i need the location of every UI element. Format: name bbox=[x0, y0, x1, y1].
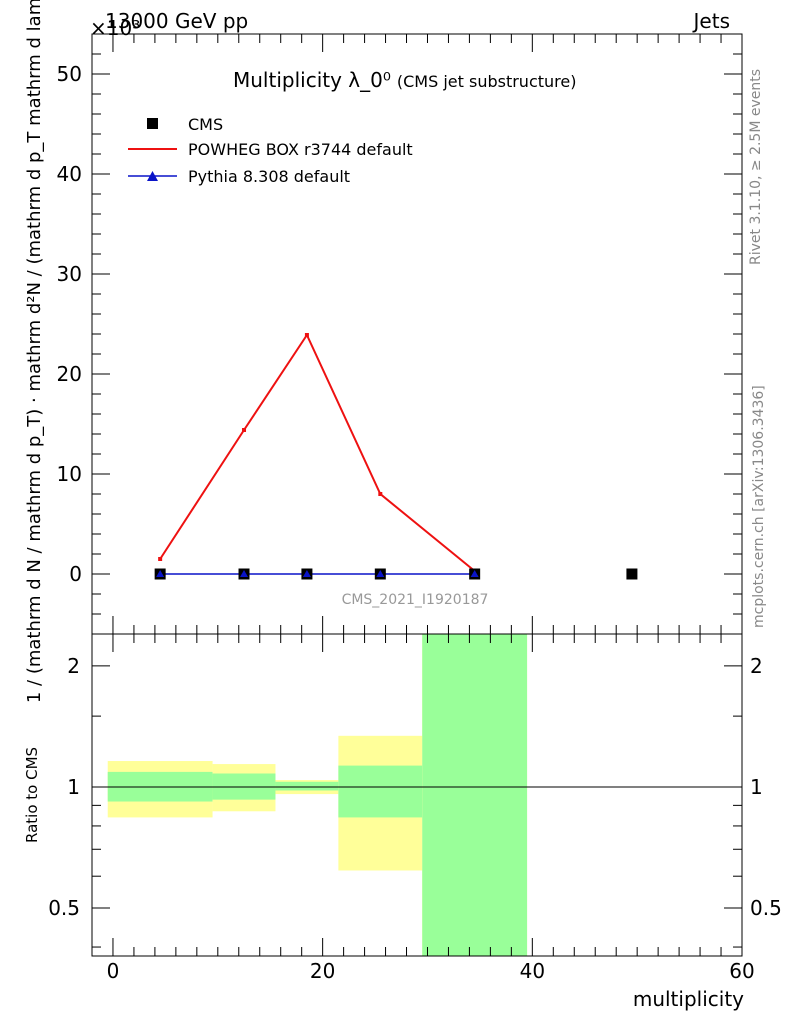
chart-title-main: Multiplicity λ_0⁰ bbox=[233, 68, 391, 92]
powheg-line bbox=[159, 332, 476, 572]
ratio-y-tick-label-right: 0.5 bbox=[750, 896, 782, 920]
ratio-y-tick-label: 0.5 bbox=[48, 896, 80, 920]
legend-pythia-marker bbox=[147, 171, 158, 181]
ratio-band-inner bbox=[422, 634, 528, 956]
pythia-point bbox=[240, 570, 249, 577]
pythia-point bbox=[302, 570, 311, 577]
x-tick-label: 40 bbox=[520, 959, 545, 983]
legend-powheg-label: POWHEG BOX r3744 default bbox=[188, 140, 413, 159]
legend: CMS POWHEG BOX r3744 default Pythia 8.30… bbox=[128, 115, 413, 186]
ratio-y-label: Ratio to CMS bbox=[23, 747, 41, 843]
legend-pythia-label: Pythia 8.308 default bbox=[188, 167, 350, 186]
pythia-point bbox=[376, 570, 385, 577]
y-axis-label-text: 1 / (mathrm d N / mathrm d p_T) · mathrm… bbox=[24, 0, 45, 703]
powheg-point bbox=[304, 333, 309, 337]
pythia-point bbox=[470, 570, 479, 577]
x-tick-label: 0 bbox=[107, 959, 120, 983]
energy-label: 13000 GeV pp bbox=[105, 9, 248, 33]
y-axis-label: 1 / (mathrm d N / mathrm d p_T) · mathrm… bbox=[24, 0, 45, 703]
exponent-label: ×10³ bbox=[90, 16, 140, 40]
chart-title-sub: (CMS jet substructure) bbox=[397, 72, 577, 91]
ratio-bands bbox=[107, 634, 528, 956]
chart-title: Multiplicity λ_0⁰ (CMS jet substructure) bbox=[233, 68, 576, 92]
source-label: mcplots.cern.ch [arXiv:1306.3436] bbox=[751, 385, 767, 628]
powheg-point bbox=[242, 428, 247, 432]
y-tick-label: 30 bbox=[57, 262, 82, 286]
x-tick-label: 60 bbox=[729, 959, 754, 983]
rivet-label: Rivet 3.1.10, ≥ 2.5M events bbox=[748, 69, 764, 265]
x-tick-label: 20 bbox=[310, 959, 335, 983]
ratio-band-inner bbox=[275, 781, 339, 791]
legend-cms-marker bbox=[147, 118, 158, 129]
powheg-point bbox=[158, 557, 163, 561]
y-tick-label: 40 bbox=[57, 162, 82, 186]
ratio-y-tick-label: 1 bbox=[67, 775, 80, 799]
ratio-y-tick-label-right: 1 bbox=[750, 775, 763, 799]
ratio-y-tick-label-right: 2 bbox=[750, 654, 763, 678]
main-plot: 0 10 20 30 40 50 bbox=[57, 33, 743, 635]
y-tick-label: 20 bbox=[57, 362, 82, 386]
ratio-plot: 0 20 40 60 0.5 0.5 1 1 2 2 bbox=[48, 634, 782, 983]
legend-cms-label: CMS bbox=[188, 115, 223, 134]
x-axis-label: multiplicity bbox=[633, 987, 744, 1011]
analysis-id: CMS_2021_I1920187 bbox=[342, 592, 489, 608]
process-label: Jets bbox=[692, 9, 730, 33]
powheg-point bbox=[378, 492, 383, 496]
ratio-plot-frame bbox=[91, 633, 743, 957]
cms-point bbox=[626, 568, 638, 580]
pythia-point bbox=[156, 570, 165, 577]
ratio-y-tick-label: 2 bbox=[67, 654, 80, 678]
y-tick-label: 50 bbox=[57, 62, 82, 86]
ratio-band-inner bbox=[338, 765, 423, 818]
y-tick-label: 0 bbox=[69, 562, 82, 586]
y-tick-label: 10 bbox=[57, 462, 82, 486]
